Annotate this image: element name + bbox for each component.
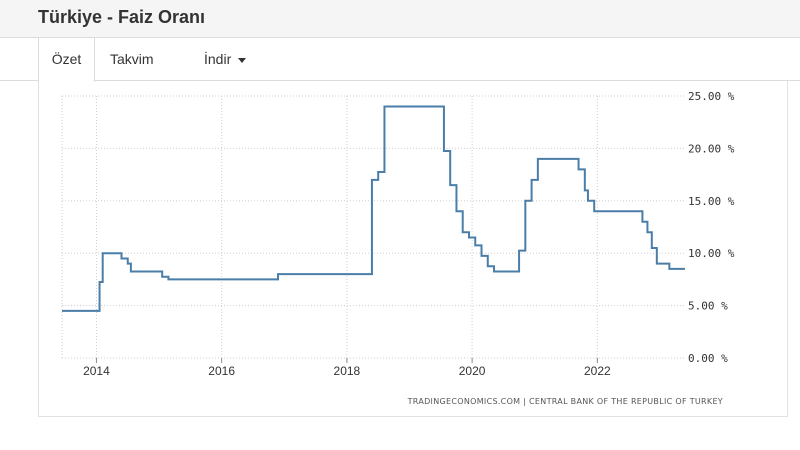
x-tick-label: 2014	[83, 364, 110, 378]
tab-calendar[interactable]: Takvim	[110, 51, 154, 67]
y-tick-label: 25.00 %	[688, 90, 735, 103]
page-title: Türkiye - Faiz Oranı	[38, 7, 206, 27]
chart-grid	[61, 95, 685, 359]
x-tick-label: 2022	[584, 364, 611, 378]
page-header: Türkiye - Faiz Oranı	[0, 0, 800, 38]
y-tick-label: 5.00 %	[688, 300, 728, 313]
tab-download[interactable]: İndir	[204, 38, 247, 81]
y-tick-label: 20.00 %	[688, 142, 735, 155]
x-tick-label: 2016	[208, 364, 235, 378]
chart-panel	[38, 81, 788, 417]
chart-source: TRADINGECONOMICS.COM | CENTRAL BANK OF T…	[407, 397, 723, 406]
x-axis-ticks: 2014 2016 2018 2020 2022	[83, 358, 611, 378]
x-tick-label: 2018	[334, 364, 361, 378]
y-axis-ticks: 25.00 % 20.00 % 15.00 % 10.00 % 5.00 % 0.00 %	[688, 90, 735, 365]
tab-summary[interactable]: Özet	[38, 38, 95, 82]
y-tick-label: 0.00 %	[688, 352, 728, 365]
y-tick-label: 10.00 %	[688, 247, 735, 260]
tab-download-label: İndir	[204, 51, 232, 67]
x-tick-label: 2020	[459, 364, 486, 378]
tab-bar: Özet Takvim İndir	[0, 38, 800, 82]
series-line	[62, 105, 685, 312]
y-tick-label: 15.00 %	[688, 195, 735, 208]
caret-down-icon	[238, 57, 247, 63]
